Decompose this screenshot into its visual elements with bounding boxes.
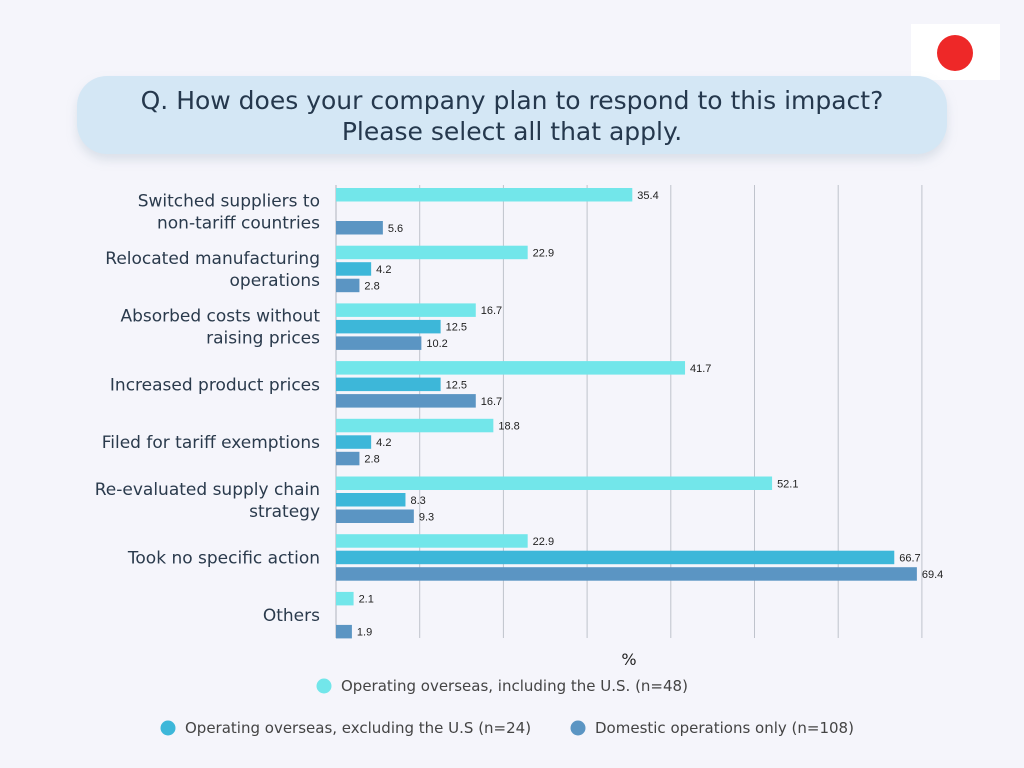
bar bbox=[336, 361, 686, 375]
data-label: 2.8 bbox=[364, 454, 379, 466]
data-label: 22.9 bbox=[533, 247, 554, 259]
legend-marker bbox=[160, 720, 176, 736]
data-label: 1.9 bbox=[357, 627, 372, 639]
bar bbox=[336, 377, 441, 392]
data-label: 4.2 bbox=[376, 264, 391, 276]
bar bbox=[336, 278, 360, 293]
data-label: 12.5 bbox=[446, 379, 467, 391]
category-label: Re-evaluated supply chain bbox=[95, 480, 320, 500]
category-label: strategy bbox=[249, 502, 320, 522]
category-label: non-tariff countries bbox=[157, 213, 320, 233]
bar bbox=[336, 303, 476, 317]
data-label: 8.3 bbox=[410, 495, 425, 507]
data-label: 4.2 bbox=[376, 437, 391, 449]
bar bbox=[336, 451, 360, 466]
data-label: 16.7 bbox=[481, 305, 502, 317]
legend-label: Operating overseas, including the U.S. (… bbox=[341, 677, 688, 695]
unit-label: % bbox=[621, 650, 636, 669]
data-label: 41.7 bbox=[690, 363, 711, 375]
data-label: 52.1 bbox=[777, 478, 798, 490]
data-label: 66.7 bbox=[899, 552, 920, 564]
category-label: Filed for tariff exemptions bbox=[102, 433, 320, 453]
question-line-1: Q. How does your company plan to respond… bbox=[140, 86, 884, 115]
data-label: 18.8 bbox=[498, 421, 519, 433]
legend-label: Operating overseas, excluding the U.S (n… bbox=[185, 719, 531, 737]
data-label: 2.8 bbox=[364, 280, 379, 292]
bar bbox=[336, 319, 441, 334]
data-label: 22.9 bbox=[533, 536, 554, 548]
bar bbox=[336, 188, 633, 202]
bar bbox=[336, 550, 895, 565]
data-label: 10.2 bbox=[426, 338, 447, 350]
data-label: 16.7 bbox=[481, 396, 502, 408]
data-label: 9.3 bbox=[419, 511, 434, 523]
legend-marker bbox=[316, 678, 332, 694]
bar bbox=[336, 336, 422, 350]
legend-marker bbox=[570, 720, 586, 736]
bar bbox=[336, 591, 354, 606]
data-label: 5.6 bbox=[388, 223, 403, 235]
bar bbox=[336, 624, 352, 639]
bar bbox=[336, 476, 773, 490]
bar bbox=[336, 509, 414, 523]
bar bbox=[336, 493, 406, 507]
category-label: Took no specific action bbox=[127, 548, 320, 568]
bar bbox=[336, 221, 383, 235]
data-label: 2.1 bbox=[359, 594, 374, 606]
legend-label: Domestic operations only (n=108) bbox=[595, 719, 854, 737]
data-label: 12.5 bbox=[446, 322, 467, 334]
bar bbox=[336, 245, 528, 260]
data-label: 69.4 bbox=[922, 569, 943, 581]
category-label: Relocated manufacturing bbox=[105, 249, 320, 269]
question-line-2: Please select all that apply. bbox=[341, 117, 683, 146]
bar bbox=[336, 435, 372, 449]
bar bbox=[336, 534, 528, 548]
category-label: Absorbed costs without bbox=[120, 307, 320, 327]
flag-sun bbox=[937, 35, 973, 71]
category-label: Increased product prices bbox=[110, 375, 320, 395]
question-banner: Q. How does your company plan to respond… bbox=[77, 76, 947, 154]
category-label: Others bbox=[263, 606, 320, 626]
bar bbox=[336, 262, 372, 276]
bar bbox=[336, 394, 476, 408]
category-label: operations bbox=[230, 271, 321, 291]
data-label: 35.4 bbox=[637, 190, 658, 202]
category-label: raising prices bbox=[206, 329, 320, 349]
bar bbox=[336, 567, 917, 581]
bar bbox=[336, 418, 494, 433]
category-label: Switched suppliers to bbox=[138, 191, 320, 211]
japan-flag-icon bbox=[911, 24, 1000, 80]
